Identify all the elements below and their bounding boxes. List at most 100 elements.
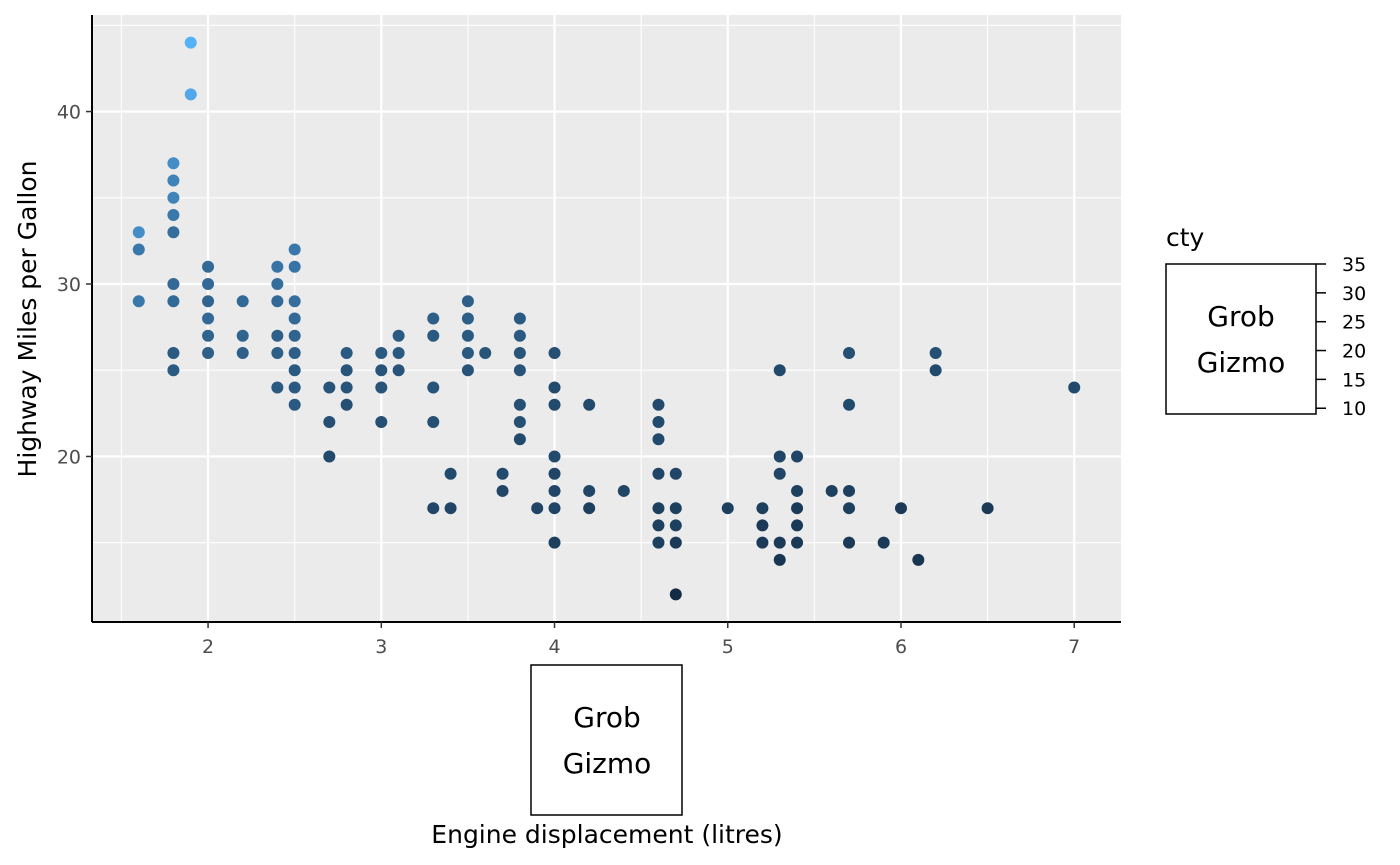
data-point	[202, 295, 215, 308]
data-point	[652, 398, 665, 411]
data-point	[132, 226, 145, 239]
data-point	[773, 450, 786, 463]
legend-grob-box	[1165, 263, 1317, 415]
data-point	[756, 519, 769, 532]
data-point	[288, 329, 301, 342]
data-points	[132, 36, 1081, 601]
data-point	[583, 502, 596, 515]
data-point	[167, 346, 180, 359]
data-point	[340, 346, 353, 359]
data-point	[652, 433, 665, 446]
data-point	[929, 364, 942, 377]
legend-tick-label: 15	[1342, 369, 1366, 391]
data-point	[513, 433, 526, 446]
data-point	[236, 329, 249, 342]
data-point	[288, 295, 301, 308]
x-guide-grob-box: Grob Gizmo	[530, 664, 683, 816]
data-point	[496, 484, 509, 497]
x-tick-label: 6	[895, 636, 907, 658]
data-point	[167, 278, 180, 291]
data-point	[427, 415, 440, 428]
data-point	[929, 346, 942, 359]
legend: cty Grob Gizmo 10 15 20 25 30 35	[1165, 223, 1366, 420]
x-tick-label: 2	[202, 636, 214, 658]
data-point	[167, 191, 180, 204]
legend-tick-label: 25	[1342, 312, 1366, 334]
data-point	[652, 415, 665, 428]
data-point	[271, 278, 284, 291]
data-point	[427, 329, 440, 342]
data-point	[513, 312, 526, 325]
y-tick-label: 30	[57, 274, 81, 296]
data-point	[513, 329, 526, 342]
data-point	[340, 381, 353, 394]
data-point	[202, 346, 215, 359]
data-point	[271, 346, 284, 359]
x-axis-title: Engine displacement (litres)	[431, 820, 782, 849]
data-point	[583, 398, 596, 411]
data-point	[340, 398, 353, 411]
data-point	[877, 536, 890, 549]
data-point	[288, 398, 301, 411]
legend-title: cty	[1166, 223, 1205, 252]
data-point	[617, 484, 630, 497]
data-point	[843, 502, 856, 515]
data-point	[375, 346, 388, 359]
data-point	[669, 502, 682, 515]
data-point	[184, 88, 197, 101]
data-point	[479, 346, 492, 359]
x-axis-ticks: 2 3 4 5 6 7	[202, 622, 1080, 658]
data-point	[652, 536, 665, 549]
data-point	[548, 381, 561, 394]
data-point	[323, 381, 336, 394]
data-point	[132, 243, 145, 256]
data-point	[548, 536, 561, 549]
data-point	[1068, 381, 1081, 394]
data-point	[843, 484, 856, 497]
data-point	[271, 381, 284, 394]
data-point	[323, 450, 336, 463]
legend-tick-label: 10	[1342, 398, 1366, 420]
data-point	[756, 536, 769, 549]
data-point	[167, 364, 180, 377]
data-point	[375, 381, 388, 394]
data-point	[271, 295, 284, 308]
data-point	[513, 346, 526, 359]
data-point	[461, 329, 474, 342]
x-tick-label: 7	[1068, 636, 1080, 658]
data-point	[375, 364, 388, 377]
data-point	[791, 450, 804, 463]
data-point	[513, 415, 526, 428]
data-point	[843, 346, 856, 359]
legend-grob-line-1: Grob	[1207, 300, 1275, 333]
data-point	[392, 346, 405, 359]
data-point	[912, 553, 925, 566]
y-tick-label: 40	[57, 102, 81, 124]
data-point	[652, 467, 665, 480]
x-guide-grob-line-1: Grob	[573, 701, 641, 734]
data-point	[288, 346, 301, 359]
data-point	[548, 450, 561, 463]
data-point	[323, 415, 336, 428]
data-point	[548, 484, 561, 497]
data-point	[773, 467, 786, 480]
data-point	[184, 36, 197, 49]
data-point	[773, 553, 786, 566]
data-point	[167, 209, 180, 222]
data-point	[375, 415, 388, 428]
data-point	[167, 157, 180, 170]
data-point	[202, 329, 215, 342]
data-point	[513, 364, 526, 377]
data-point	[791, 519, 804, 532]
y-axis-title: Highway Miles per Gallon	[13, 161, 42, 478]
data-point	[288, 364, 301, 377]
data-point	[791, 502, 804, 515]
data-point	[756, 502, 769, 515]
data-point	[843, 398, 856, 411]
data-point	[652, 519, 665, 532]
data-point	[843, 536, 856, 549]
data-point	[548, 398, 561, 411]
data-point	[496, 467, 509, 480]
data-point	[427, 381, 440, 394]
